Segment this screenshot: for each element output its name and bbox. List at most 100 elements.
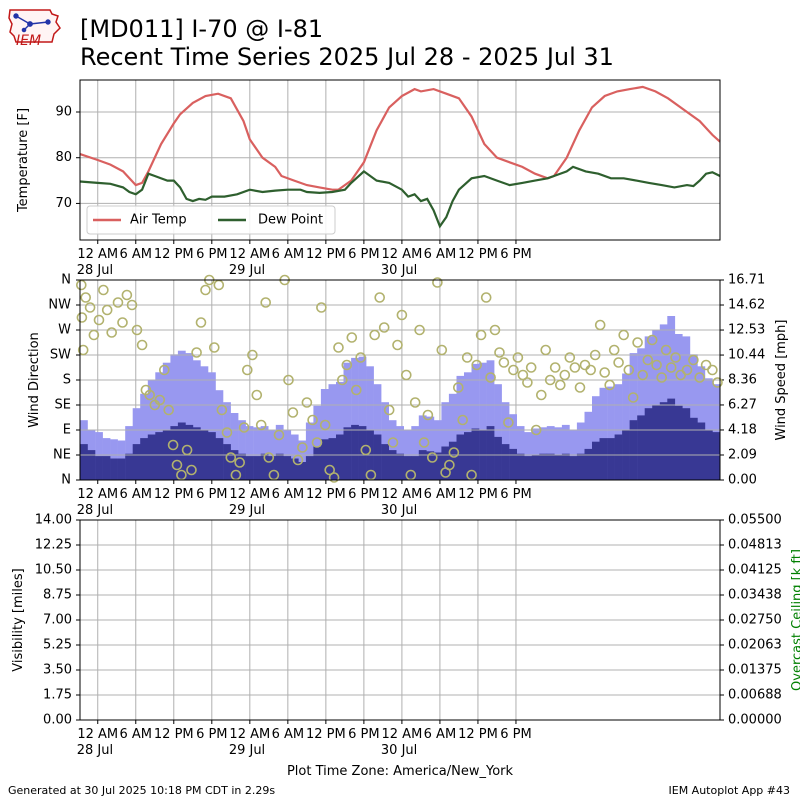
direction-point <box>608 344 620 356</box>
speed-bar <box>87 450 96 480</box>
direction-point <box>461 352 473 363</box>
gust-bar <box>208 372 216 480</box>
direction-point <box>387 437 399 448</box>
x-tick-label: 12 PM <box>154 247 194 262</box>
direction-point <box>355 352 367 363</box>
speed-tick-label: 4.18 <box>728 422 757 437</box>
direction-point <box>627 392 639 403</box>
visibility-tick-label: 14.00 <box>35 513 72 528</box>
speed-bar <box>192 427 201 480</box>
direction-point <box>324 464 336 476</box>
x-tick-label: 6 PM <box>196 487 227 502</box>
speed-tick-label: 14.62 <box>728 298 765 313</box>
speed-bar <box>486 426 495 480</box>
gust-bar <box>584 411 593 480</box>
direction-point <box>101 304 113 316</box>
direction-point <box>341 359 353 371</box>
direction-point <box>247 349 258 361</box>
visibility-tick-label: 12.25 <box>35 538 72 553</box>
speed-bar <box>539 453 548 480</box>
speed-bar <box>132 444 141 480</box>
direction-point <box>84 302 96 313</box>
direction-point <box>221 427 233 438</box>
direction-point <box>263 452 275 463</box>
x-tick-label: 6 PM <box>196 247 227 262</box>
speed-bar <box>336 434 344 480</box>
direction-point <box>660 344 672 356</box>
speed-bar <box>614 434 623 480</box>
ceiling-tick-label: 0.00688 <box>728 688 782 703</box>
direction-point <box>88 329 100 341</box>
speed-bar <box>396 453 404 480</box>
direction-point <box>209 342 220 353</box>
chart-title-line2: Recent Time Series 2025 Jul 28 - 2025 Ju… <box>80 43 614 71</box>
direction-point <box>350 384 362 396</box>
x-tick-label: 12 AM <box>382 727 423 742</box>
speed-bar <box>546 453 555 480</box>
direction-point <box>681 364 693 376</box>
direction-point <box>579 359 591 371</box>
direction-point <box>675 369 687 381</box>
gust-bar <box>433 420 442 480</box>
speed-tick-label: 2.09 <box>728 447 757 462</box>
speed-bar <box>313 446 322 480</box>
speed-bar <box>569 456 578 480</box>
direction-point <box>167 439 179 451</box>
visibility-tick-label: 7.00 <box>43 613 72 628</box>
direction-point <box>93 314 105 326</box>
speed-bar <box>155 432 164 480</box>
direction-tick-label: NW <box>48 298 71 313</box>
direction-point <box>646 334 658 346</box>
direction-point <box>396 309 408 321</box>
visibility-tick-label: 0.00 <box>43 713 72 728</box>
visibility-tick-label: 8.75 <box>43 588 72 603</box>
direction-point <box>503 417 514 428</box>
gust-bar <box>599 387 608 480</box>
speed-bar <box>351 424 359 480</box>
x-tick-label: 6 AM <box>272 727 305 742</box>
x-tick-label: 12 AM <box>77 487 118 502</box>
x-tick-label: 6 PM <box>500 487 531 502</box>
speed-bar <box>260 453 269 480</box>
x-tick-label: 12 PM <box>154 727 194 742</box>
speed-bar <box>652 404 660 480</box>
direction-point <box>585 364 597 376</box>
direction-point <box>569 362 581 373</box>
direction-point <box>651 359 662 371</box>
speed-bar <box>464 432 472 480</box>
visibility-tick-label: 10.50 <box>35 563 72 578</box>
direction-point <box>485 372 496 383</box>
visibility-axis-label: Visibility [miles] <box>11 568 26 671</box>
gust-bar <box>275 424 284 480</box>
direction-point <box>383 404 395 416</box>
speed-bar <box>245 456 254 480</box>
x-tick-label: 6 PM <box>500 247 531 262</box>
temperature-axis-label: Temperature [F] <box>16 108 31 213</box>
speed-bar <box>554 454 563 480</box>
gust-bar <box>396 426 404 480</box>
x-tick-label: 12 AM <box>229 487 270 502</box>
speed-bar <box>388 450 397 480</box>
gust-bar <box>358 356 367 480</box>
y-tick-label: 90 <box>55 105 72 120</box>
gust-bar <box>561 424 570 480</box>
x-tick-label: 6 PM <box>348 247 379 262</box>
speed-bar <box>170 426 179 480</box>
speed-bar <box>290 458 299 480</box>
gust-bar <box>426 416 435 480</box>
direction-point <box>512 352 524 363</box>
x-day-label: 29 Jul <box>229 743 265 758</box>
direction-point <box>418 437 430 448</box>
gust-bar <box>554 427 563 480</box>
temperature-panel: 70 80 90 Temperature [F] Air Temp Dew Point <box>16 79 721 241</box>
direction-point <box>642 354 654 366</box>
ceiling-tick-label: 0.01375 <box>728 663 782 678</box>
x-tick-label: 12 PM <box>306 247 346 262</box>
gust-bar <box>313 405 322 480</box>
x-tick-label: 12 AM <box>229 727 270 742</box>
direction-point <box>360 444 372 456</box>
speed-bar <box>524 456 532 480</box>
speed-tick-label: 8.36 <box>728 372 757 387</box>
direction-point <box>301 397 313 408</box>
gust-bar <box>607 386 615 480</box>
